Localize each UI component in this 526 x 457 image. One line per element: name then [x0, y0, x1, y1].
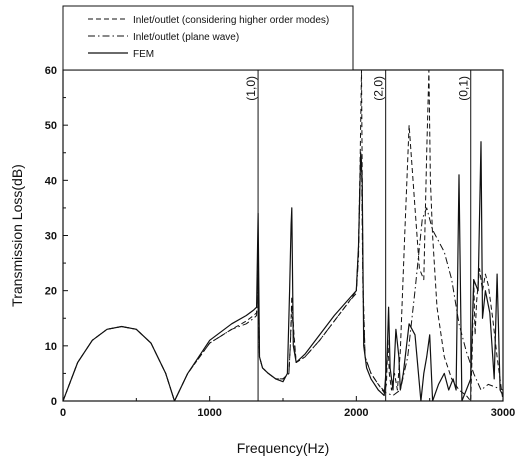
series-line-1: [63, 70, 503, 401]
mode-annotations: (1,0) (2,0) (0,1): [244, 70, 472, 401]
y-tick-label: 50: [45, 120, 57, 132]
legend-label-3: FEM: [133, 49, 154, 60]
series-layer: [63, 70, 503, 401]
legend-box: [62, 5, 354, 71]
x-tick-label: 0: [60, 407, 66, 419]
series-line-3: [63, 141, 503, 401]
mode-label-2: (2,0): [372, 76, 386, 101]
x-axis-label: Frequency(Hz): [237, 440, 330, 456]
mode-label-1: (1,0): [244, 76, 258, 101]
x-tick-label: 2000: [344, 407, 368, 419]
plot-frame: [62, 69, 504, 402]
y-tick-label: 60: [45, 65, 57, 77]
x-tick-label: 1000: [197, 407, 221, 419]
series-line-2: [63, 157, 503, 401]
y-axis-label: Transmission Loss(dB): [9, 164, 25, 307]
y-tick-label: 0: [51, 396, 57, 408]
legend: Inlet/outlet (considering higher order m…: [62, 5, 354, 71]
y-tick-label: 10: [45, 341, 57, 353]
y-tick-label: 20: [45, 286, 57, 298]
mode-label-3: (0,1): [457, 76, 471, 101]
x-tick-label: 3000: [491, 407, 515, 419]
axis-ticks: 0 1000 2000 3000 0 10 20 30 40 50 60: [45, 65, 515, 419]
legend-label-2: Inlet/outlet (plane wave): [133, 32, 239, 43]
legend-label-1: Inlet/outlet (considering higher order m…: [133, 15, 329, 26]
y-tick-label: 40: [45, 175, 57, 187]
y-tick-label: 30: [45, 231, 57, 243]
